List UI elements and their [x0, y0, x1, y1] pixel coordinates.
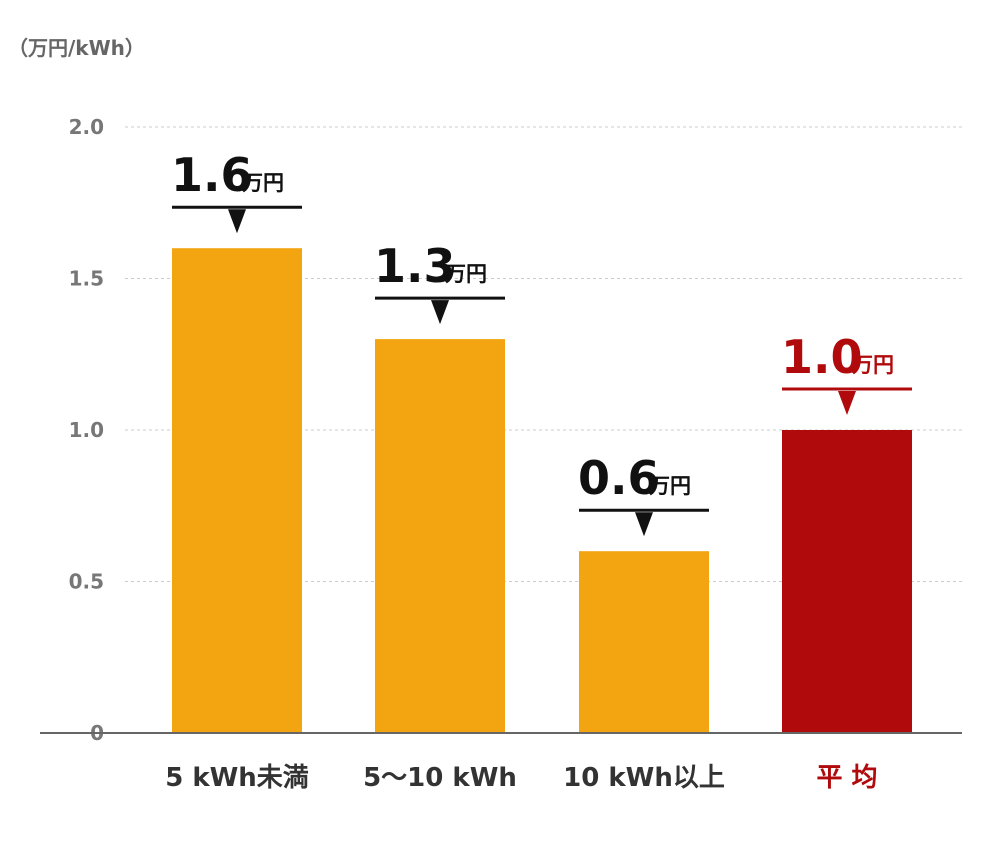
bar: [375, 339, 505, 733]
callout-pointer: [431, 300, 449, 325]
unit-label: （万円/kWh）: [8, 36, 145, 60]
y-tick-label: 2.0: [69, 115, 104, 139]
callout-pointer: [838, 391, 856, 415]
y-axis-ticks: 00.51.01.52.0: [69, 115, 104, 745]
x-category-label: 平 均: [816, 763, 877, 793]
data-label-value: 1.6: [171, 148, 253, 202]
bars: [172, 248, 912, 733]
y-tick-label: 1.5: [69, 267, 104, 291]
y-tick-label: 1.0: [69, 418, 104, 442]
bar: [172, 248, 302, 733]
bar: [782, 430, 912, 733]
x-axis-categories: 5 kWh未満 5～10 kWh 10 kWh以上 平 均: [165, 763, 877, 793]
bar: [579, 551, 709, 733]
x-category-label: 5～10 kWh: [363, 763, 517, 793]
x-category-label: 5 kWh未満: [165, 763, 309, 793]
x-category-label: 10 kWh以上: [563, 763, 725, 793]
y-tick-label: 0.5: [69, 570, 104, 594]
data-label-unit: 万円: [241, 171, 284, 195]
callout-pointer: [635, 512, 653, 537]
data-label-value: 0.6: [578, 451, 660, 505]
data-label-unit: 万円: [851, 353, 894, 377]
callout-pointer: [228, 209, 246, 234]
data-label-unit: 万円: [444, 262, 487, 286]
data-label-value: 1.0: [781, 330, 863, 384]
data-label-value: 1.3: [374, 239, 456, 293]
data-label-unit: 万円: [648, 474, 691, 498]
